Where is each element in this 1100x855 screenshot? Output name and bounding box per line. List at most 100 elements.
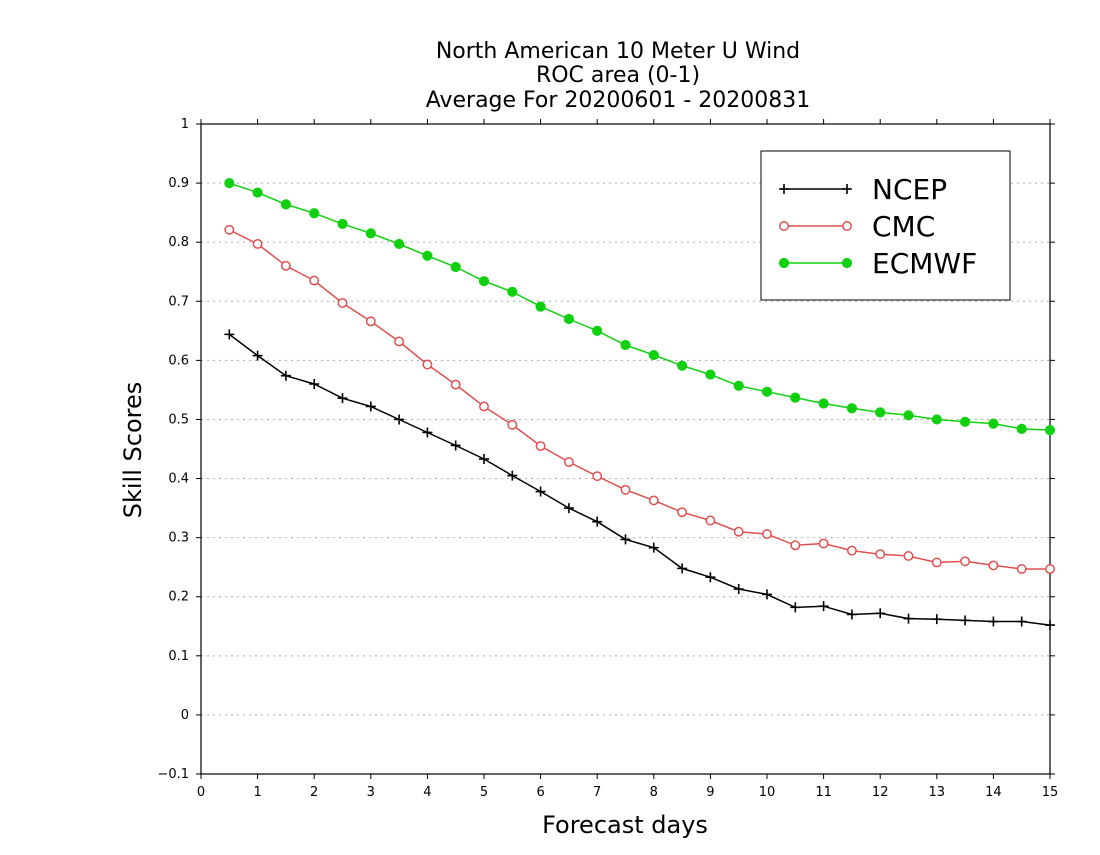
series-ecmwf: [224, 177, 1056, 436]
data-point-ecmwf: [478, 276, 490, 287]
y-tick-label: 1: [181, 117, 189, 132]
data-point-ecmwf: [507, 286, 518, 297]
data-point-ecmwf: [224, 177, 235, 189]
data-point-cmc: [535, 441, 546, 451]
data-point-cmc: [592, 471, 603, 482]
data-point-ncep: [733, 584, 744, 595]
data-point-ncep: [365, 401, 376, 412]
legend-label-ecmwf: ECMWF: [872, 247, 977, 280]
data-point-ncep: [1016, 616, 1027, 627]
data-point-ecmwf: [790, 392, 801, 403]
data-point-cmc: [846, 545, 857, 556]
data-point-ncep: [1045, 620, 1055, 631]
data-point-cmc: [252, 239, 263, 249]
data-point-ncep: [507, 470, 518, 481]
legend-item-ecmwf: ECMWF: [778, 247, 977, 280]
data-point-ecmwf: [846, 403, 858, 414]
data-point-cmc: [479, 401, 489, 412]
x-tick-label: 8: [650, 785, 658, 800]
data-point-ecmwf: [960, 416, 971, 427]
series-layer: [224, 177, 1056, 631]
legend-label-cmc: CMC: [872, 210, 935, 243]
data-point-ecmwf: [535, 301, 546, 312]
legend-marker: [779, 184, 789, 194]
plot-frame: [200, 123, 1051, 775]
data-point-ncep: [790, 602, 801, 613]
x-axis-label: Forecast days: [542, 811, 708, 839]
data-point-ecmwf: [903, 410, 914, 421]
chart-title-line-3: Average For 20200601 - 20200831: [426, 88, 811, 113]
data-point-ncep: [762, 589, 772, 600]
legend: NCEP CMC ECMWF: [760, 150, 1011, 301]
data-point-ncep: [280, 370, 291, 381]
data-point-ecmwf: [818, 398, 829, 409]
legend-marker: [778, 257, 790, 269]
data-point-cmc: [648, 495, 659, 506]
x-tick-label: 14: [985, 785, 1002, 800]
x-tick-label: 10: [759, 785, 776, 800]
data-point-ncep: [252, 350, 263, 361]
y-tick-label: 0.6: [168, 353, 189, 368]
data-point-cmc: [733, 526, 744, 537]
y-tick-label: 0.4: [168, 472, 189, 487]
y-tick-label: 0: [181, 708, 189, 723]
data-point-ecmwf: [337, 218, 348, 229]
series-ncep: [224, 329, 1055, 631]
data-point-cmc: [1045, 564, 1055, 574]
data-point-ecmwf: [252, 187, 263, 198]
data-point-cmc: [931, 557, 942, 568]
legend-label-ncep: NCEP: [872, 173, 947, 206]
x-tick-label: 2: [310, 785, 318, 800]
x-tick-label: 1: [253, 785, 261, 800]
x-axis-ticks: 0 1 2 3 4 5 6 7 8 9 10 11 12 13 14 15: [197, 119, 1058, 800]
x-tick-label: 4: [423, 785, 431, 800]
data-point-ncep: [875, 608, 886, 619]
chart-title: North American 10 Meter U Wind ROC area …: [426, 39, 811, 113]
data-point-ecmwf: [450, 261, 461, 273]
data-point-ecmwf: [761, 386, 773, 397]
data-point-cmc: [507, 419, 518, 430]
series-line-ncep: [228, 333, 1051, 626]
data-point-ncep: [309, 379, 320, 389]
data-point-ecmwf: [875, 407, 886, 418]
data-point-ncep: [394, 414, 405, 425]
data-point-ecmwf: [677, 360, 688, 371]
data-point-ncep: [224, 329, 235, 340]
data-point-ncep: [563, 503, 574, 514]
x-tick-label: 11: [815, 785, 832, 800]
data-point-ecmwf: [620, 339, 631, 351]
data-point-cmc: [365, 316, 376, 327]
chart-title-line-1: North American 10 Meter U Wind: [436, 39, 800, 64]
data-point-ncep: [620, 534, 631, 545]
data-point-cmc: [875, 549, 886, 560]
data-point-ecmwf: [1044, 424, 1056, 436]
y-axis-ticks: −0.1 0 0.1 0.2 0.3 0.4 0.5 0.6 0.7 0.8 0.9 1: [157, 117, 1055, 782]
data-point-ecmwf: [394, 238, 405, 250]
data-point-cmc: [337, 298, 348, 308]
legend-marker: [779, 221, 789, 231]
data-point-ecmwf: [280, 199, 291, 210]
data-point-cmc: [762, 529, 772, 540]
series-cmc: [224, 224, 1055, 574]
data-point-cmc: [818, 538, 829, 549]
x-tick-label: 0: [197, 785, 205, 800]
data-point-cmc: [705, 515, 716, 526]
data-point-ecmwf: [365, 228, 376, 239]
x-tick-label: 5: [480, 785, 488, 800]
legend-marker: [842, 221, 852, 231]
data-point-cmc: [960, 556, 971, 567]
data-point-cmc: [309, 275, 320, 286]
data-point-cmc: [677, 507, 688, 518]
x-tick-label: 13: [929, 785, 946, 800]
y-axis-label: Skill Scores: [119, 382, 147, 519]
data-point-cmc: [280, 260, 291, 271]
data-point-cmc: [903, 551, 914, 561]
legend-item-ncep: NCEP: [779, 173, 947, 206]
data-point-ncep: [592, 516, 603, 527]
y-tick-label: 0.7: [168, 294, 189, 309]
data-point-ncep: [648, 542, 659, 553]
y-tick-label: 0.8: [168, 235, 189, 250]
x-tick-label: 7: [593, 785, 601, 800]
